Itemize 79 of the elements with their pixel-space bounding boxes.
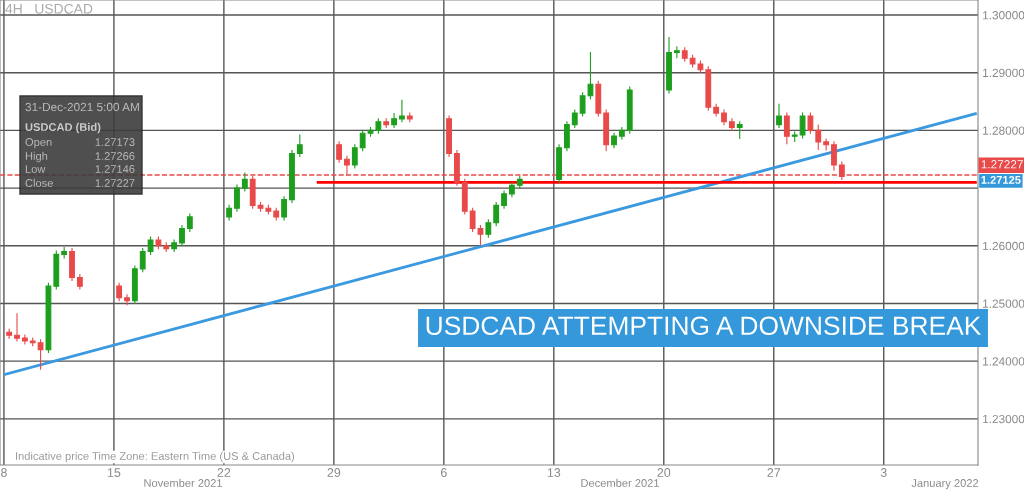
annotation: 1.27125 — [981, 175, 1021, 184]
candlestick — [163, 241, 170, 253]
candlestick — [399, 99, 405, 123]
text: January 2022 — [911, 479, 979, 490]
annotation: 1.27266 — [95, 152, 135, 160]
candlestick — [611, 132, 617, 149]
candlestick — [14, 312, 20, 343]
candlestick — [563, 120, 570, 152]
x-tick-label: 3 — [880, 468, 887, 477]
x-tick-label: 15 — [107, 468, 121, 477]
y-tick-label: 1.23000 — [983, 414, 1024, 424]
candlestick — [446, 114, 452, 158]
annotation: Indicative price — [16, 451, 89, 463]
candlestick — [124, 293, 130, 306]
text: November 2021 — [144, 478, 222, 487]
candlestick — [713, 103, 720, 118]
candlestick — [556, 143, 562, 184]
x-tick-label: 20 — [657, 468, 671, 477]
candlestick — [721, 109, 727, 126]
candlestick — [823, 137, 830, 152]
candlestick — [736, 120, 743, 140]
x-tick-label: 22 — [217, 468, 231, 477]
annotation: 1.27227 — [95, 179, 135, 187]
annotation: USDCAD ATTEMPTING A DOWNSIDE BREAK — [426, 316, 982, 336]
candlestick — [29, 336, 36, 347]
annotation: Low — [25, 165, 46, 173]
y-tick-label: 1.26000 — [983, 241, 1024, 251]
candlestick — [516, 175, 523, 190]
candlestick — [508, 181, 515, 198]
candlestick — [131, 264, 138, 305]
annotation: 1.27173 — [95, 138, 135, 146]
candlestick — [179, 224, 185, 247]
candlestick — [76, 273, 83, 291]
candlestick — [666, 36, 672, 95]
candlestick — [791, 130, 798, 143]
ref-line-label: 1.27227 — [981, 160, 1023, 169]
y-tick-label: 1.29000 — [983, 68, 1024, 78]
candlestick — [234, 184, 240, 213]
candlestick — [831, 140, 837, 172]
y-tick-label: 1.28000 — [983, 126, 1024, 135]
annotation: Time Zone: Eastern Time (US & Canada) — [92, 451, 295, 463]
candlestick — [673, 45, 680, 59]
annotation: High — [25, 151, 48, 163]
x-tick-label: 13 — [547, 468, 561, 477]
candlestick — [799, 111, 806, 140]
candlestick — [783, 111, 790, 145]
candlestick — [336, 140, 343, 164]
candlestick — [383, 117, 390, 129]
candlestick — [681, 46, 688, 63]
candlestick — [186, 212, 193, 233]
annotation: 1.27146 — [95, 165, 135, 173]
x-tick-label: 6 — [440, 468, 447, 477]
candlestick — [69, 247, 75, 282]
candlestick — [296, 133, 303, 158]
candlestick — [116, 282, 123, 302]
chart-title: 4H USDCAD — [5, 3, 93, 14]
annotation: 31-Dec-2021 5:00 AM — [25, 102, 139, 112]
candlestick — [281, 195, 288, 221]
y-tick-label: 1.24000 — [983, 357, 1024, 366]
candlestick — [485, 218, 492, 239]
candlestick — [241, 171, 248, 193]
y-tick-label: 1.25000 — [983, 299, 1024, 308]
y-tick-label: 1.30000 — [983, 11, 1024, 20]
annotation: USDCAD (Bid) — [25, 122, 101, 134]
candlestick — [21, 334, 28, 345]
x-tick-label: 8 — [1, 468, 7, 477]
annotation: Close — [25, 178, 53, 187]
candlestick — [6, 328, 13, 340]
x-tick-label: 27 — [767, 468, 781, 477]
candlestick — [728, 117, 735, 132]
candlestick — [618, 126, 625, 141]
candlestick — [171, 238, 178, 253]
x-tick-label: 29 — [327, 468, 341, 477]
text: December 2021 — [581, 478, 659, 487]
candlestick — [501, 189, 507, 210]
annotation: Open — [25, 138, 52, 149]
candlestick — [226, 204, 233, 221]
candlestick — [391, 112, 397, 129]
candlestick — [776, 103, 782, 129]
